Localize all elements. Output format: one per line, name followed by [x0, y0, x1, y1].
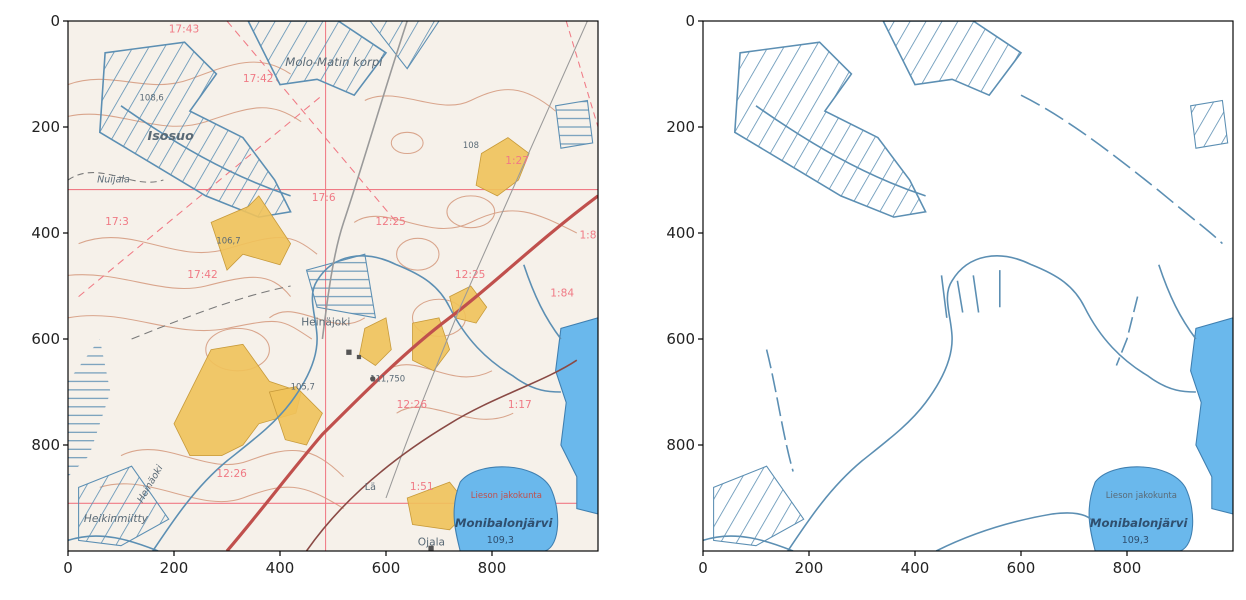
marsh-left — [68, 338, 111, 477]
axes-frame-right — [702, 20, 1234, 552]
lake-monibalonjarvi — [453, 466, 559, 551]
mask-lake-east — [1190, 317, 1233, 515]
mask-bog-north — [882, 21, 1023, 97]
elevation-label: 106,7 — [216, 236, 240, 246]
mask-bog-heikinmiitty — [713, 465, 805, 547]
grid-code: 12:25 — [375, 216, 406, 228]
elevation-label: 105,7 — [291, 381, 315, 391]
grid-code: 12:26 — [216, 468, 247, 480]
x-tick-label: 0 — [698, 559, 708, 577]
y-tick-label: 200 — [31, 118, 60, 136]
x-tick-label: 400 — [266, 559, 295, 577]
y-tick-label: 200 — [666, 118, 695, 136]
panel-original-map: Molo-Matin korpi Isosuo Nuijala Heinäjok… — [67, 20, 599, 552]
x-tick-label: 400 — [901, 559, 930, 577]
axis-ticks: 0 200 400 600 800 0 200 400 600 800 0 200 400 600 800 0… — [31, 12, 1141, 577]
axes-frame-left — [67, 20, 599, 552]
bog-heikinmiitty — [78, 465, 170, 547]
grid-code: 1:84 — [550, 288, 574, 300]
mask-elevation-label: 109,3 — [1122, 535, 1149, 546]
x-tick-label: 800 — [1113, 559, 1142, 577]
elevation-label: 111,750 — [370, 373, 405, 383]
mask-label: Lieson jakokunta — [1106, 490, 1177, 500]
streams — [68, 105, 562, 551]
grid-code: 17:42 — [243, 73, 274, 85]
grid-code: 17:43 — [169, 24, 200, 36]
elevation-label: 108 — [463, 140, 479, 150]
map-label: Lieson jakokunta — [471, 490, 542, 500]
map-label: Isosuo — [148, 128, 195, 143]
y-tick-label: 400 — [666, 224, 695, 242]
x-tick-label: 200 — [795, 559, 824, 577]
mask-bog-east — [1190, 99, 1229, 149]
mask-bog-isosuo — [733, 41, 927, 218]
elevation-label: 109,3 — [487, 535, 514, 546]
map-label: Heikinmiitty — [84, 513, 149, 525]
bog-east — [555, 99, 594, 149]
map-label: Ojala — [418, 537, 445, 549]
mask-streams — [703, 94, 1223, 551]
grid-code: 1:17 — [508, 399, 532, 411]
y-tick-label: 600 — [31, 330, 60, 348]
grid-code: 12:26 — [397, 399, 428, 411]
y-tick-label: 400 — [31, 224, 60, 242]
elevation-label: 108,6 — [140, 92, 164, 102]
roads — [68, 21, 598, 551]
x-tick-label: 600 — [372, 559, 401, 577]
map-label: Nuijala — [97, 175, 130, 186]
mask-label: Monibalonjärvi — [1090, 516, 1189, 530]
x-tick-label: 600 — [1007, 559, 1036, 577]
map-label: Monibalonjärvi — [455, 516, 554, 530]
y-tick-label: 800 — [666, 436, 695, 454]
y-tick-label: 0 — [50, 12, 60, 30]
bog-center — [305, 253, 377, 319]
x-tick-label: 200 — [160, 559, 189, 577]
grid-code: 17:6 — [312, 192, 336, 204]
y-tick-label: 0 — [685, 12, 695, 30]
bog-molo-matin-korpi — [247, 21, 388, 97]
grid-code: 1:8 — [579, 229, 596, 241]
mask-lake-monibalonjarvi — [1088, 466, 1194, 551]
grid-code: 17:42 — [187, 269, 218, 281]
y-tick-label: 600 — [666, 330, 695, 348]
grid-code: 1:51 — [410, 481, 434, 493]
grid-code: 12:25 — [455, 269, 486, 281]
map-label: Lä — [365, 482, 376, 493]
bog-small — [369, 21, 440, 70]
map-label: Molo-Matin korpi — [285, 55, 383, 69]
panel-water-mask: Lieson jakokunta Monibalonjärvi 109,3 — [702, 20, 1234, 552]
x-tick-label: 0 — [63, 559, 73, 577]
settlement-markers — [346, 349, 434, 551]
grid-code: 1:27 — [505, 155, 529, 167]
grid-code: 17:3 — [105, 216, 129, 228]
bog-isosuo — [98, 41, 292, 218]
map-label: Heinäjoki — [301, 317, 350, 329]
y-tick-label: 800 — [31, 436, 60, 454]
x-tick-label: 800 — [478, 559, 507, 577]
